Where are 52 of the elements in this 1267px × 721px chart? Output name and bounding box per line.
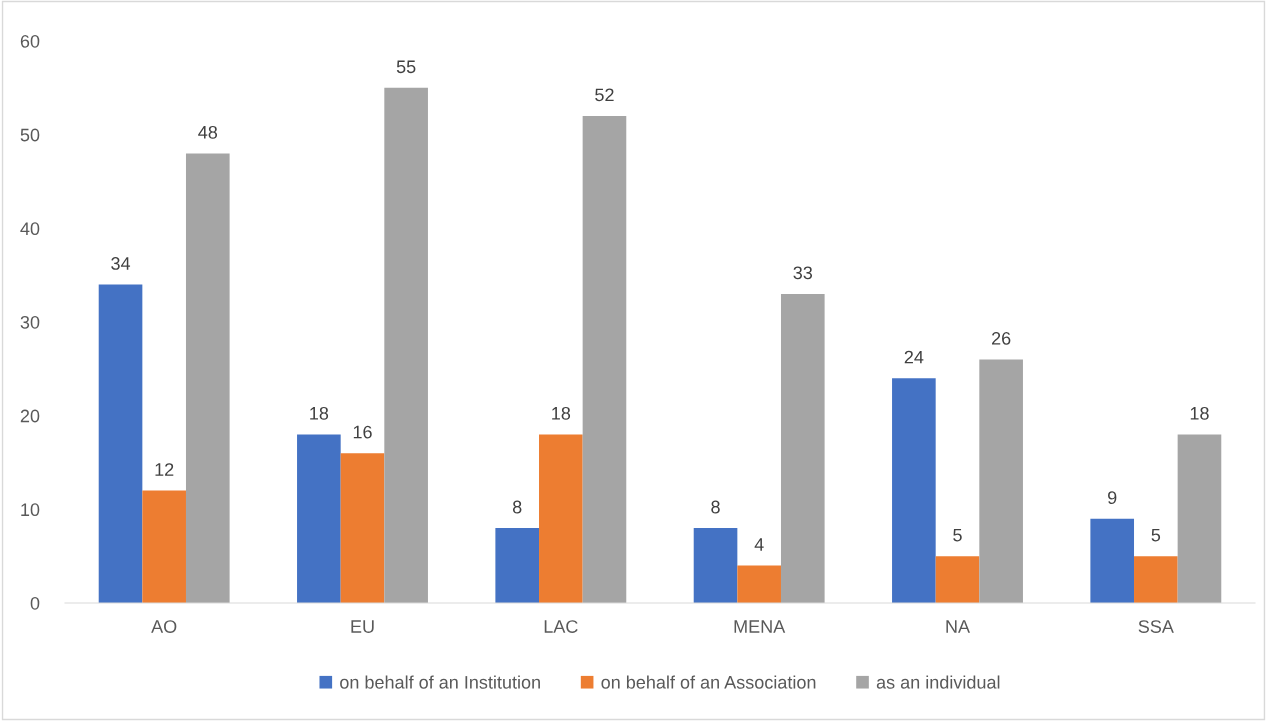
bar bbox=[384, 87, 428, 603]
legend-label: on behalf of an Association bbox=[601, 675, 816, 689]
data-label: 9 bbox=[1108, 491, 1117, 505]
bar bbox=[297, 434, 341, 603]
bar bbox=[98, 284, 143, 603]
data-label: 5 bbox=[1151, 528, 1161, 542]
y-tick-label: 20 bbox=[20, 409, 40, 423]
bar bbox=[495, 528, 540, 603]
bar bbox=[142, 490, 186, 603]
bar bbox=[693, 528, 738, 603]
x-tick-label: EU bbox=[351, 620, 374, 633]
data-label: 18 bbox=[310, 406, 329, 420]
bar bbox=[1134, 556, 1178, 603]
x-tick-label: NA bbox=[946, 620, 970, 633]
bar bbox=[1090, 518, 1135, 603]
x-tick-label: MENA bbox=[734, 620, 786, 633]
data-label: 33 bbox=[793, 266, 813, 280]
data-label: 18 bbox=[1190, 406, 1209, 420]
bar bbox=[185, 153, 230, 603]
y-tick-label: 40 bbox=[20, 222, 40, 236]
x-tick-label: SSA bbox=[1138, 620, 1174, 633]
bar bbox=[582, 115, 627, 603]
x-tick-label: LAC bbox=[544, 620, 578, 633]
bar bbox=[935, 556, 980, 603]
x-tick-label: AO bbox=[151, 620, 177, 633]
bar bbox=[892, 378, 936, 603]
bar bbox=[539, 434, 583, 603]
bar bbox=[340, 453, 385, 603]
y-tick-label: 30 bbox=[20, 315, 40, 329]
data-label: 8 bbox=[711, 500, 720, 514]
data-label: 5 bbox=[953, 528, 962, 542]
data-label: 55 bbox=[396, 60, 416, 74]
bar bbox=[979, 359, 1023, 603]
data-label: 52 bbox=[595, 88, 614, 102]
data-label: 16 bbox=[353, 425, 372, 439]
legend-label: on behalf of an Institution bbox=[340, 675, 540, 689]
bar bbox=[1177, 434, 1222, 603]
y-tick-label: 10 bbox=[21, 503, 40, 517]
data-label: 26 bbox=[992, 332, 1011, 345]
bar bbox=[737, 565, 781, 603]
data-label: 48 bbox=[198, 125, 218, 139]
data-label: 4 bbox=[754, 538, 764, 551]
legend-label: as an individual bbox=[876, 675, 1000, 689]
data-label: 12 bbox=[155, 463, 174, 476]
y-tick-label: 50 bbox=[20, 128, 40, 142]
data-label: 34 bbox=[111, 257, 131, 270]
y-tick-label: 0 bbox=[30, 596, 40, 610]
bar bbox=[780, 293, 825, 603]
data-label: 24 bbox=[904, 350, 924, 364]
data-label: 18 bbox=[552, 406, 571, 420]
data-label: 8 bbox=[512, 500, 522, 514]
y-tick-label: 60 bbox=[20, 34, 40, 48]
